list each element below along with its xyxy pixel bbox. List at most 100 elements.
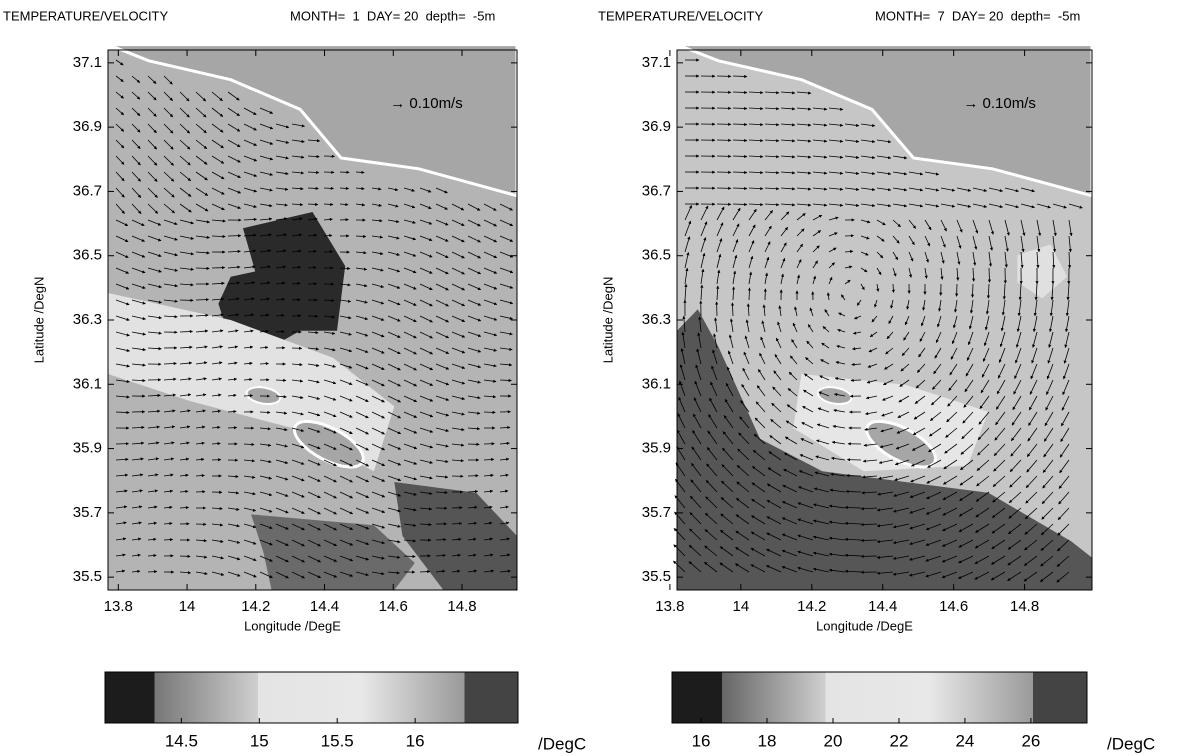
velocity-arrow (131, 347, 146, 352)
velocity-arrow (403, 427, 418, 434)
velocity-arrow (844, 187, 860, 191)
velocity-arrow (115, 489, 128, 493)
x-axis-label: Longitude /DegE (816, 618, 913, 633)
panel: TEMPERATURE/VELOCITY MONTH= 1 DAY= 20 dep… (3, 8, 586, 753)
y-tick-label: 35.5 (642, 568, 671, 585)
y-tick-label: 36.1 (73, 375, 102, 392)
velocity-arrow (796, 203, 812, 207)
velocity-arrow (259, 571, 273, 578)
velocity-arrow (748, 138, 764, 143)
velocity-arrow (387, 523, 401, 528)
velocity-arrow (131, 283, 146, 289)
velocity-arrow (419, 411, 434, 418)
velocity-arrow (956, 235, 962, 249)
velocity-arrow (339, 331, 352, 336)
velocity-arrow (775, 337, 782, 349)
velocity-arrow (748, 90, 764, 95)
velocity-arrow (291, 571, 305, 579)
velocity-arrow (732, 207, 741, 221)
velocity-arrow (1068, 203, 1083, 209)
velocity-arrow (307, 266, 317, 270)
velocity-arrow (419, 347, 434, 355)
velocity-arrow (748, 186, 764, 191)
velocity-arrow (483, 569, 495, 573)
velocity-arrow (499, 283, 514, 289)
velocity-arrow (1018, 283, 1022, 301)
velocity-arrow (969, 299, 974, 314)
velocity-arrow (828, 139, 844, 143)
velocity-arrow (211, 91, 223, 102)
velocity-arrow (179, 139, 191, 150)
velocity-arrow (163, 171, 175, 182)
velocity-arrow (1000, 315, 1006, 332)
velocity-arrow (764, 187, 780, 191)
velocity-arrow (918, 347, 926, 358)
velocity-arrow (211, 171, 225, 180)
velocity-arrow (179, 171, 192, 182)
velocity-arrow (844, 123, 860, 127)
velocity-arrow (259, 459, 272, 464)
velocity-arrow (211, 313, 224, 317)
velocity-arrow (1020, 219, 1026, 237)
velocity-arrow (499, 347, 513, 351)
velocity-arrow (972, 187, 988, 192)
velocity-arrow (812, 260, 818, 269)
velocity-arrow (115, 553, 126, 557)
velocity-arrow (131, 219, 145, 226)
velocity-arrow (812, 187, 828, 191)
x-tick-label: 13.8 (104, 598, 133, 615)
velocity-arrow (211, 345, 223, 349)
velocity-arrow (860, 283, 865, 291)
velocity-arrow (1032, 315, 1038, 333)
velocity-arrow (371, 571, 385, 576)
velocity-arrow (764, 107, 780, 111)
velocity-arrow (195, 329, 209, 333)
velocity-arrow (876, 251, 884, 259)
velocity-arrow (163, 409, 176, 413)
velocity-arrow (419, 379, 434, 386)
velocity-arrow (499, 251, 514, 258)
velocity-arrow (339, 459, 353, 467)
velocity-arrow (680, 347, 686, 365)
velocity-arrow (195, 171, 208, 181)
velocity-arrow (732, 138, 748, 143)
velocity-arrow (371, 331, 385, 338)
velocity-arrow (243, 442, 255, 447)
velocity-arrow (499, 505, 509, 509)
colorbar-tick-label: 15.5 (321, 731, 354, 750)
velocity-arrow (467, 537, 477, 541)
velocity-arrow (451, 283, 465, 291)
velocity-arrow (147, 75, 157, 84)
velocity-arrow (371, 219, 383, 223)
velocity-arrow (435, 251, 449, 259)
velocity-arrow (163, 91, 173, 101)
velocity-arrow (684, 283, 688, 301)
velocity-arrow (1032, 331, 1038, 348)
velocity-arrow (147, 347, 162, 351)
velocity-arrow (371, 443, 386, 451)
velocity-arrow (339, 299, 352, 303)
velocity-arrow (259, 297, 270, 301)
velocity-arrow (243, 507, 257, 512)
velocity-arrow (211, 187, 225, 195)
velocity-arrow (876, 219, 886, 226)
velocity-arrow (1017, 299, 1022, 317)
velocity-arrow (403, 411, 418, 418)
velocity-arrow (951, 331, 958, 345)
velocity-arrow (780, 273, 785, 285)
velocity-arrow (892, 187, 908, 192)
velocity-arrow (467, 553, 477, 557)
velocity-arrow (355, 555, 370, 561)
velocity-arrow (147, 123, 157, 134)
velocity-arrow (195, 235, 210, 239)
velocity-arrow (1002, 283, 1006, 300)
velocity-arrow (743, 351, 750, 365)
velocity-arrow (940, 219, 947, 232)
velocity-arrow (712, 349, 718, 365)
velocity-arrow (147, 315, 162, 320)
velocity-arrow (163, 203, 175, 214)
velocity-arrow (339, 363, 353, 369)
velocity-arrow (227, 377, 238, 381)
velocity-arrow (499, 219, 514, 227)
velocity-arrow (259, 523, 273, 529)
